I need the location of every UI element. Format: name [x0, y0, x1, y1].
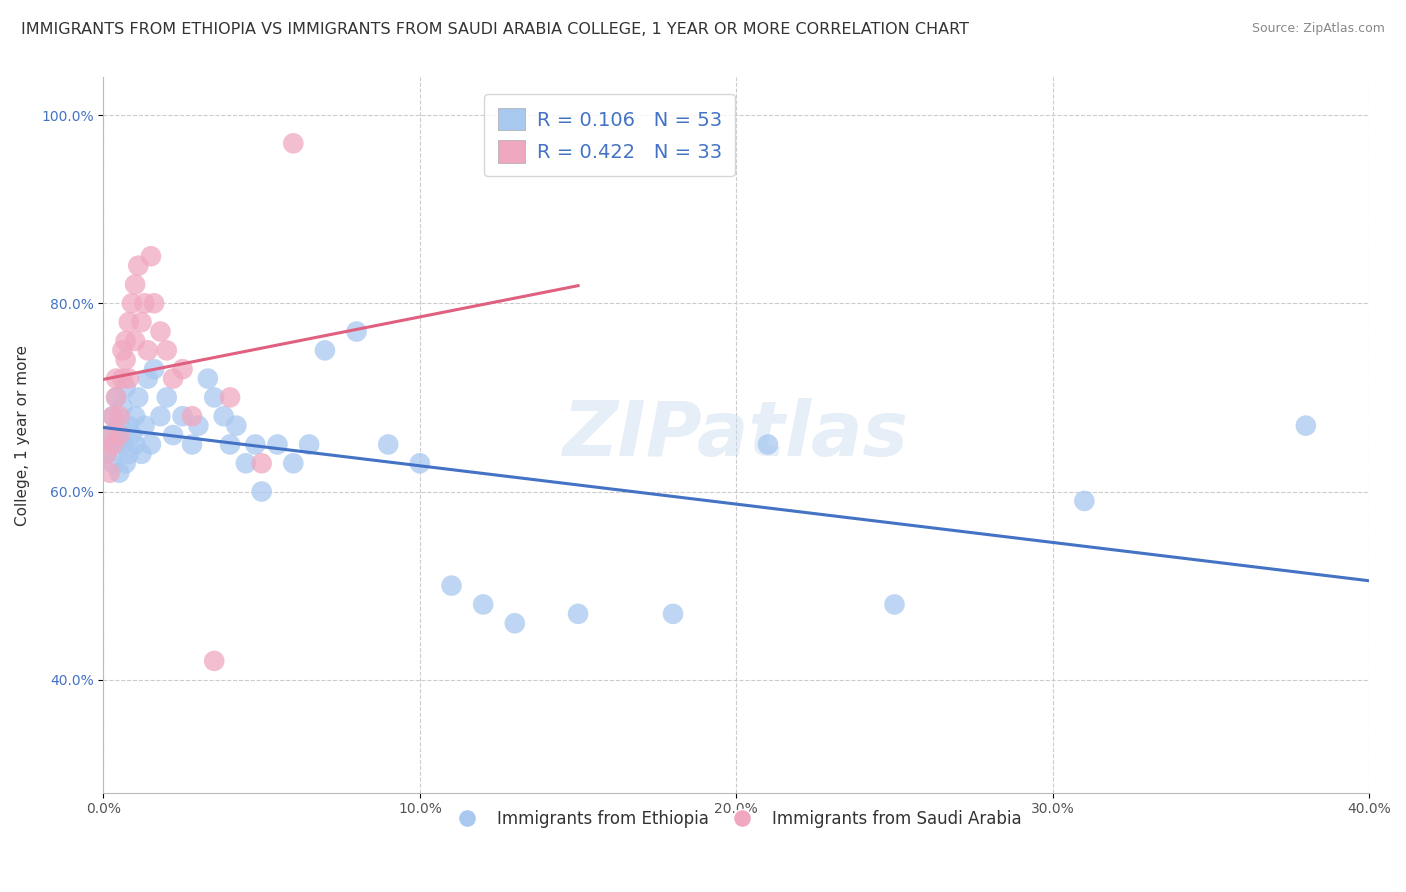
- Point: [96, 447, 118, 461]
- Point: [1295, 418, 1317, 433]
- Point: [108, 428, 131, 442]
- Point: [105, 391, 128, 405]
- Point: [124, 437, 146, 451]
- Point: [472, 598, 495, 612]
- Point: [219, 437, 242, 451]
- Point: [98, 466, 121, 480]
- Point: [98, 428, 121, 442]
- Point: [156, 391, 179, 405]
- Point: [172, 409, 194, 424]
- Point: [127, 391, 149, 405]
- Point: [181, 409, 204, 424]
- Point: [134, 418, 156, 433]
- Point: [118, 371, 141, 385]
- Point: [503, 616, 526, 631]
- Point: [124, 409, 146, 424]
- Point: [124, 334, 146, 348]
- Point: [250, 484, 273, 499]
- Point: [212, 409, 235, 424]
- Point: [139, 437, 162, 451]
- Point: [202, 391, 225, 405]
- Point: [181, 437, 204, 451]
- Point: [283, 136, 305, 151]
- Point: [131, 447, 153, 461]
- Point: [250, 456, 273, 470]
- Point: [266, 437, 288, 451]
- Point: [118, 447, 141, 461]
- Point: [105, 391, 128, 405]
- Point: [1073, 494, 1095, 508]
- Point: [114, 381, 136, 395]
- Point: [98, 428, 121, 442]
- Point: [101, 409, 124, 424]
- Y-axis label: College, 1 year or more: College, 1 year or more: [15, 344, 30, 525]
- Text: ZIPatlas: ZIPatlas: [564, 398, 910, 472]
- Point: [136, 343, 159, 358]
- Point: [111, 437, 134, 451]
- Point: [883, 598, 905, 612]
- Point: [298, 437, 321, 451]
- Point: [108, 409, 131, 424]
- Point: [225, 418, 247, 433]
- Point: [314, 343, 336, 358]
- Point: [134, 296, 156, 310]
- Point: [111, 400, 134, 414]
- Point: [149, 325, 172, 339]
- Point: [197, 371, 219, 385]
- Point: [114, 334, 136, 348]
- Point: [235, 456, 257, 470]
- Point: [346, 325, 368, 339]
- Point: [121, 296, 143, 310]
- Point: [121, 428, 143, 442]
- Point: [202, 654, 225, 668]
- Point: [111, 343, 134, 358]
- Point: [127, 259, 149, 273]
- Point: [567, 607, 589, 621]
- Text: Source: ZipAtlas.com: Source: ZipAtlas.com: [1251, 22, 1385, 36]
- Point: [96, 447, 118, 461]
- Point: [114, 352, 136, 367]
- Point: [377, 437, 399, 451]
- Point: [756, 437, 779, 451]
- Point: [283, 456, 305, 470]
- Text: IMMIGRANTS FROM ETHIOPIA VS IMMIGRANTS FROM SAUDI ARABIA COLLEGE, 1 YEAR OR MORE: IMMIGRANTS FROM ETHIOPIA VS IMMIGRANTS F…: [21, 22, 969, 37]
- Point: [187, 418, 209, 433]
- Point: [219, 391, 242, 405]
- Point: [662, 607, 685, 621]
- Point: [409, 456, 432, 470]
- Point: [101, 409, 124, 424]
- Point: [108, 466, 131, 480]
- Point: [162, 371, 184, 385]
- Point: [143, 296, 166, 310]
- Point: [440, 579, 463, 593]
- Point: [118, 315, 141, 329]
- Point: [108, 418, 131, 433]
- Point: [131, 315, 153, 329]
- Point: [149, 409, 172, 424]
- Point: [114, 456, 136, 470]
- Point: [162, 428, 184, 442]
- Point: [105, 371, 128, 385]
- Legend: Immigrants from Ethiopia, Immigrants from Saudi Arabia: Immigrants from Ethiopia, Immigrants fro…: [444, 803, 1029, 834]
- Point: [139, 249, 162, 263]
- Point: [105, 437, 128, 451]
- Point: [143, 362, 166, 376]
- Point: [136, 371, 159, 385]
- Point: [172, 362, 194, 376]
- Point: [101, 456, 124, 470]
- Point: [118, 418, 141, 433]
- Point: [156, 343, 179, 358]
- Point: [101, 437, 124, 451]
- Point: [124, 277, 146, 292]
- Point: [245, 437, 267, 451]
- Point: [111, 371, 134, 385]
